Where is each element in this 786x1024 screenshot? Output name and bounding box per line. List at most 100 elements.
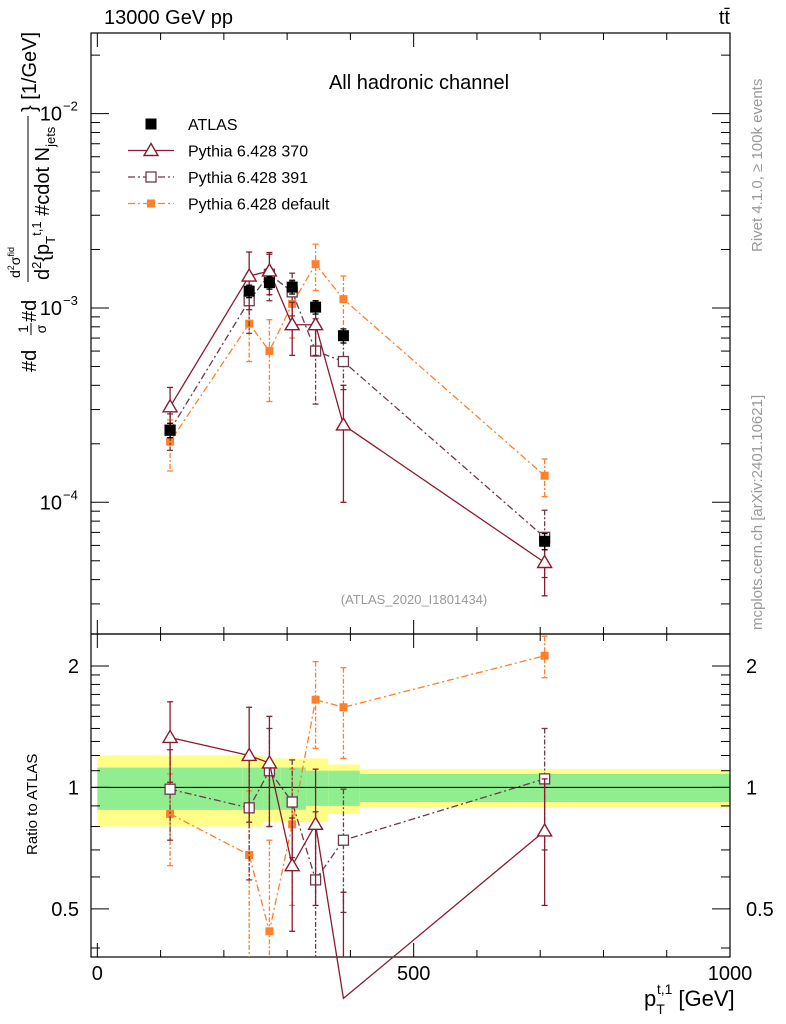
data-point (311, 260, 320, 269)
legend: ATLAS Pythia 6.428 370 Pythia 6.428 391 Pyt… (128, 117, 330, 214)
ylabel-frac2-den-sup2: t,1 (29, 221, 44, 235)
series-line (169, 270, 545, 564)
y-tick-label: 10 (40, 104, 62, 126)
ratio-point (307, 815, 324, 831)
data-point (243, 285, 255, 297)
ylabel-part-a: #d (19, 350, 41, 372)
ylabel-frac2-den-inner: {p (32, 244, 54, 262)
data-point (161, 398, 179, 413)
data-point (337, 355, 350, 368)
ratio-point (166, 809, 175, 818)
main-panel-frame (90, 32, 731, 635)
header-energy: 13000 GeV pp (104, 7, 233, 29)
svg-text:d2σfid: d2σfid (6, 247, 23, 278)
ratio-point (540, 651, 549, 660)
ylabel-part-b: #d (19, 300, 41, 322)
mcplots-label: mcplots.cern.ch [arXiv:2401.10621] (749, 395, 766, 630)
data-point (536, 554, 553, 569)
xlabel-main: p (644, 986, 656, 1011)
y-tick-exponent: −4 (63, 487, 78, 502)
ylabel-frac2-den-sub2: jets (43, 126, 58, 148)
chart-title: All hadronic channel (329, 72, 509, 94)
analysis-id: (ATLAS_2020_I1801434) (341, 592, 487, 607)
ylabel-frac1-num: 1 (15, 325, 31, 333)
series-line (169, 263, 546, 477)
x-tick-label: 0 (92, 963, 103, 985)
ratio-y-axis-label: Ratio to ATLAS (24, 754, 41, 855)
data-point (286, 281, 298, 293)
ratio-point (536, 822, 553, 837)
legend-label: Pythia 6.428 391 (188, 170, 308, 187)
series-atlas (164, 275, 551, 551)
data-point (540, 471, 549, 480)
data-point (539, 535, 551, 547)
legend-entry: Pythia 6.428 391 (128, 170, 308, 187)
ratio-tick-label-left: 2 (68, 656, 79, 678)
data-point (283, 316, 301, 331)
xlabel-unit: [GeV] (678, 986, 734, 1011)
ratio-point (261, 754, 278, 769)
ratio-point (311, 695, 320, 704)
band-inner-bin (242, 767, 264, 810)
ratio-tick-label-right: 0.5 (746, 899, 774, 921)
ratio-point (337, 834, 350, 846)
legend-label: ATLAS (188, 117, 238, 134)
header-process: tt̄ (719, 7, 731, 29)
data-point (240, 267, 258, 282)
y-tick-exponent: −3 (63, 293, 78, 308)
ratio-point (164, 783, 176, 795)
y-tick-label: 10 (40, 298, 62, 320)
legend-label: Pythia 6.428 default (188, 197, 330, 214)
series-pythia-6-428-370 (161, 251, 553, 1000)
data-point (265, 347, 274, 356)
ratio-point (283, 857, 301, 872)
band-inner-bin (306, 770, 329, 806)
y-axis-label: #d 1 σ #d d2σfid d2{pTt,1 #cdot Njets } … (6, 32, 58, 372)
data-point (263, 277, 275, 289)
x-axis-label: pTt,1 [GeV] (644, 981, 735, 1017)
data-point (339, 295, 348, 304)
ratio-panel-frame (90, 633, 731, 958)
ylabel-frac2-den-sup: 2 (29, 262, 44, 269)
svg-text:#d: #d (19, 350, 41, 372)
y-tick-label: 10 (40, 492, 62, 514)
x-tick-label: 1000 (708, 963, 753, 985)
legend-entry: Pythia 6.428 default (128, 197, 330, 214)
ratio-point (286, 796, 298, 808)
rivet-version-label: Rivet 4.1.0, ≥ 100k events (749, 79, 766, 252)
ylabel-frac2-num-sup: 2 (6, 265, 16, 270)
band-inner-bin (263, 767, 281, 810)
data-point (164, 424, 176, 436)
ratio-tick-label-left: 0.5 (51, 899, 79, 921)
ratio-tick-label-right: 2 (746, 656, 757, 678)
legend-marker (147, 199, 155, 208)
legend-marker (142, 142, 160, 157)
ylabel-frac2-num-supsym: fid (6, 247, 16, 257)
ylabel-frac2-den: d (32, 269, 54, 280)
ylabel-unit: } [1/GeV] (19, 32, 41, 112)
legend-marker (145, 118, 157, 130)
ratio-tick-label-left: 1 (68, 777, 79, 799)
ylabel-frac2-den-sub: T (43, 236, 58, 244)
ylabel-frac2-den-tail: #cdot N (32, 147, 54, 221)
ylabel-frac2-num: d (7, 270, 23, 278)
legend-entry: ATLAS (145, 117, 238, 134)
data-point (166, 437, 175, 446)
ylabel-frac1-den: σ (33, 324, 49, 333)
xlabel-sup: t,1 (657, 981, 673, 997)
xlabel-sub: T (656, 1001, 665, 1017)
ratio-uncertainty-band (97, 755, 730, 827)
data-point (310, 301, 322, 313)
y-tick-exponent: −2 (63, 99, 78, 114)
ratio-point (161, 729, 179, 744)
ratio-point (245, 851, 254, 860)
ratio-point (339, 703, 348, 712)
legend-marker (145, 171, 157, 183)
data-point (335, 416, 352, 431)
x-tick-label: 500 (397, 963, 430, 985)
ylabel-frac2-num-sym: σ (7, 256, 23, 265)
legend-entry: Pythia 6.428 370 (128, 142, 308, 161)
ratio-tick-label-right: 1 (746, 777, 757, 799)
data-point (337, 330, 349, 342)
